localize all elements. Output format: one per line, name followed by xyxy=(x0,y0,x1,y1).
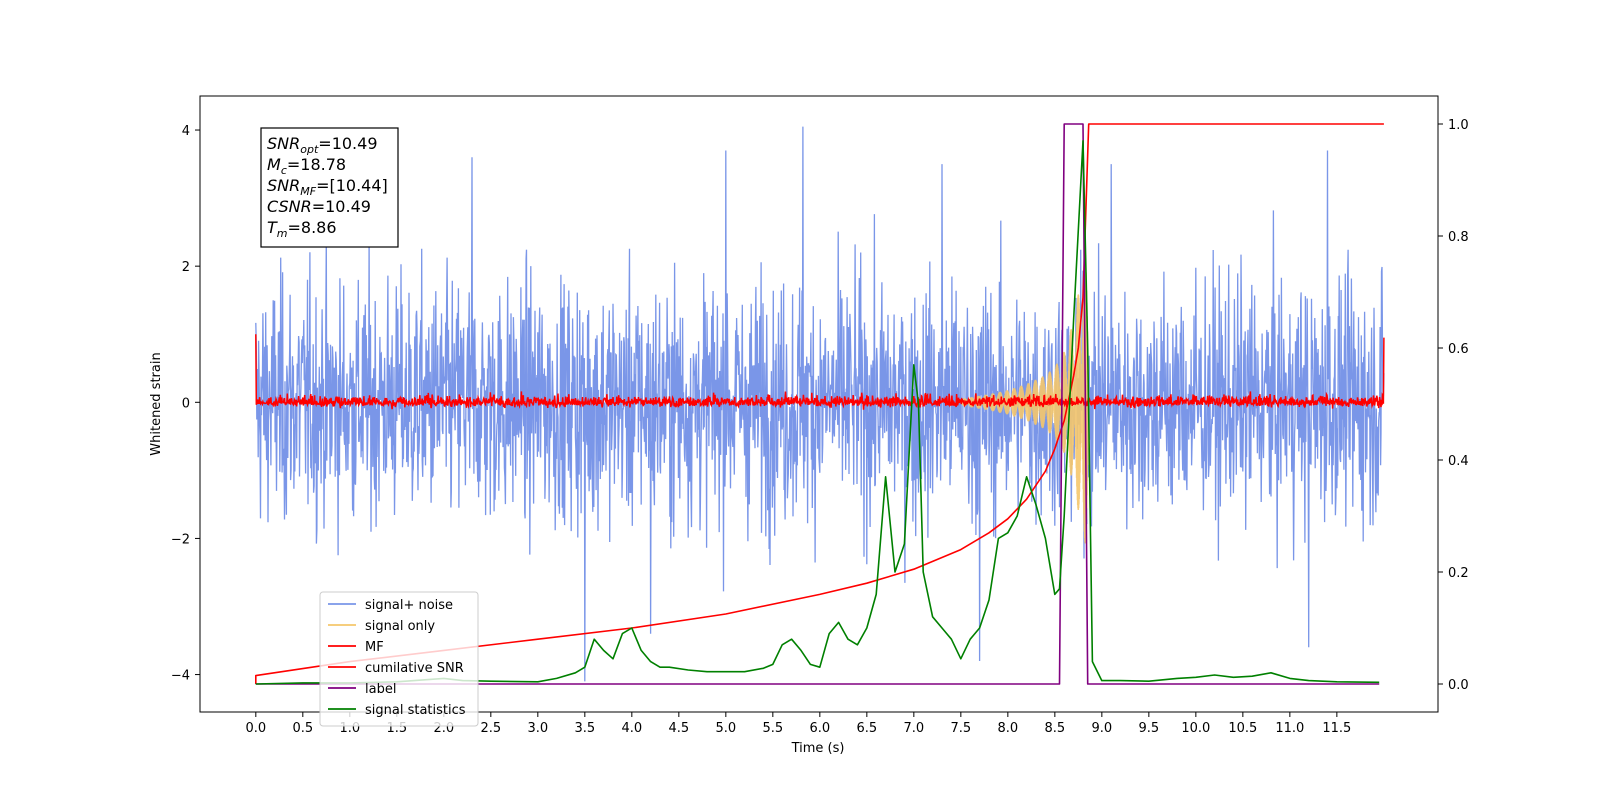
series-label-line xyxy=(255,123,1380,685)
y-left-tick-label: 0 xyxy=(182,396,190,411)
x-tick-label: 4.0 xyxy=(621,721,642,736)
y-right-tick-label: 0.2 xyxy=(1448,566,1469,581)
x-tick-label: 11.5 xyxy=(1322,721,1351,736)
x-tick-label: 8.0 xyxy=(997,721,1018,736)
series-cumulative-snr-line xyxy=(255,123,1384,684)
y-axis-left: −4 −2 0 2 4 xyxy=(171,124,200,684)
legend-label: signal only xyxy=(365,619,435,634)
x-tick-label: 4.5 xyxy=(668,721,689,736)
annotation-line: CSNR=10.49 xyxy=(267,197,371,216)
y-axis-right: 0.0 0.2 0.4 0.6 0.8 1.0 xyxy=(1438,118,1469,693)
legend-label: MF xyxy=(365,640,384,655)
annotation-line: Tm=8.86 xyxy=(267,218,337,240)
x-tick-label: 3.0 xyxy=(527,721,548,736)
series-signal-noise-line xyxy=(255,126,1385,682)
x-axis-label: Time (s) xyxy=(791,741,845,756)
series-mf-line xyxy=(255,334,1385,410)
x-tick-label: 11.0 xyxy=(1275,721,1304,736)
y-axis-label: Whitened strain xyxy=(149,352,164,455)
x-tick-label: 2.5 xyxy=(480,721,501,736)
y-right-tick-label: 0.8 xyxy=(1448,230,1469,245)
series-layer xyxy=(255,123,1385,685)
x-tick-label: 9.0 xyxy=(1091,721,1112,736)
y-left-tick-label: −4 xyxy=(171,669,190,684)
x-tick-label: 8.5 xyxy=(1044,721,1065,736)
annotation-frame xyxy=(260,127,399,248)
y-right-tick-label: 0.6 xyxy=(1448,342,1469,357)
annotation-line: SNRMF=[10.44] xyxy=(267,176,388,198)
x-tick-label: 9.5 xyxy=(1139,721,1160,736)
x-tick-label: 5.0 xyxy=(715,721,736,736)
legend-frame xyxy=(319,591,479,727)
x-tick-label: 0.0 xyxy=(245,721,266,736)
legend: signal+ noise signal only MF cumilative SNR… xyxy=(319,591,479,727)
x-tick-label: 7.0 xyxy=(903,721,924,736)
x-tick-label: 10.0 xyxy=(1181,721,1210,736)
legend-label: signal statistics xyxy=(365,703,466,718)
annotation-box: SNRopt=10.49Mc=18.78SNRMF=[10.44]CSNR=10… xyxy=(260,127,399,248)
y-right-tick-label: 0.0 xyxy=(1448,678,1469,693)
x-tick-label: 10.5 xyxy=(1228,721,1257,736)
legend-label: label xyxy=(365,682,396,697)
x-tick-label: 5.5 xyxy=(762,721,783,736)
annotation-line: SNRopt=10.49 xyxy=(267,134,378,156)
plot-frame xyxy=(199,95,1439,713)
x-tick-label: 6.5 xyxy=(856,721,877,736)
annotation-line: Mc=18.78 xyxy=(267,155,346,177)
legend-label: cumilative SNR xyxy=(365,661,464,676)
y-left-tick-label: 2 xyxy=(182,260,190,275)
y-left-tick-label: 4 xyxy=(182,124,190,139)
x-tick-label: 6.0 xyxy=(809,721,830,736)
x-tick-label: 0.5 xyxy=(292,721,313,736)
series-signal-statistics-line xyxy=(255,140,1380,685)
x-tick-label: 3.5 xyxy=(574,721,595,736)
y-right-tick-label: 0.4 xyxy=(1448,454,1469,469)
y-right-tick-label: 1.0 xyxy=(1448,118,1469,133)
legend-label: signal+ noise xyxy=(365,598,453,613)
x-tick-label: 7.5 xyxy=(950,721,971,736)
y-left-tick-label: −2 xyxy=(171,532,190,547)
